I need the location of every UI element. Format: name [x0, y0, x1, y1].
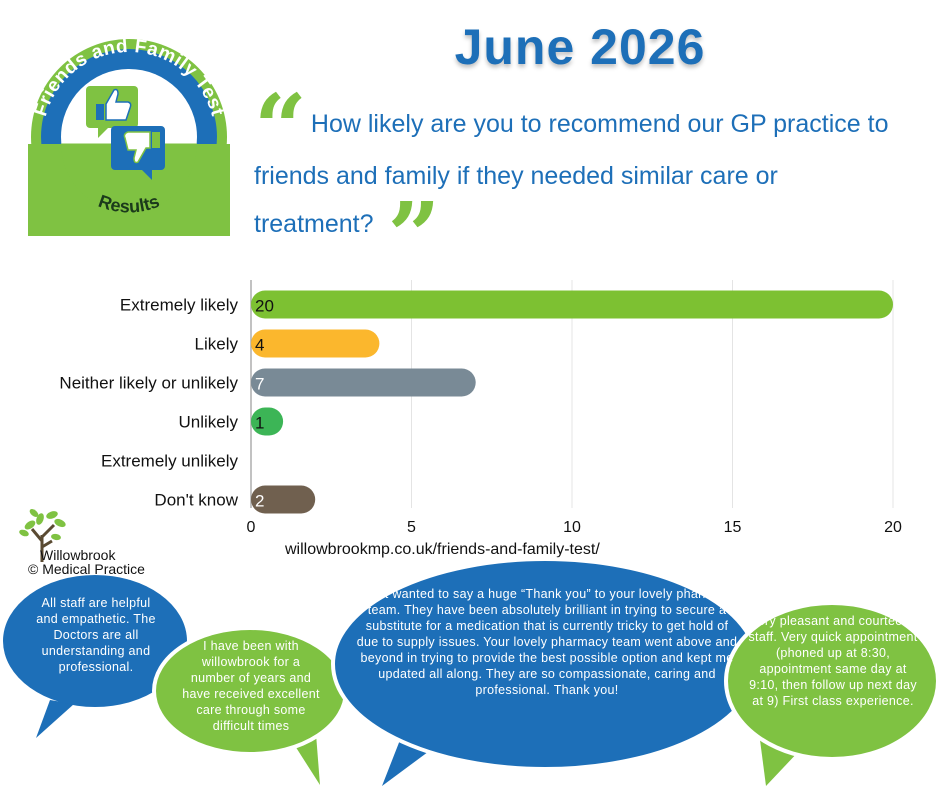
category-label: Extremely unlikely: [101, 452, 238, 471]
category-label: Neither likely or unlikely: [59, 374, 238, 393]
bar: [251, 329, 380, 358]
bar-value-label: 7: [255, 375, 264, 394]
x-tick-label: 0: [247, 519, 256, 535]
bar: [251, 368, 476, 397]
thumbs-up-icon: [86, 86, 138, 138]
x-tick-label: 20: [884, 519, 902, 535]
comment-1-text: All staff are helpful and empathetic. Th…: [36, 596, 156, 674]
fft-badge-logo: Friends and Family Test Results: [28, 36, 230, 236]
website-url[interactable]: willowbrookmp.co.uk/friends-and-family-t…: [285, 541, 600, 558]
category-label: Don't know: [154, 491, 238, 510]
bar: [251, 290, 893, 319]
x-tick-label: 10: [563, 519, 581, 535]
comment-2-text: I have been with willowbrook for a numbe…: [182, 639, 320, 733]
survey-question-text: How likely are you to recommend our GP p…: [254, 110, 889, 238]
practice-name-line1: Willowbrook: [40, 547, 116, 563]
bar-value-label: 2: [255, 492, 264, 511]
bar: [251, 485, 316, 514]
results-bar-chart: 0 5 10 15 20 Extremely likely 20 Likely 4 Neither…: [59, 280, 902, 535]
survey-question: “How likely are you to recommend our GP …: [254, 82, 904, 282]
practice-name-line2: Medical Practice: [42, 561, 145, 577]
copyright-symbol: ©: [28, 561, 39, 577]
comment-bubble-1: [3, 575, 187, 738]
bar-value-label: 20: [255, 297, 274, 316]
thumbs-down-icon: [111, 126, 165, 180]
category-label: Extremely likely: [120, 296, 239, 315]
bar-value-label: 1: [255, 414, 264, 433]
x-tick-label: 15: [724, 519, 742, 535]
practice-name: Willowbrook © Medical Practice: [28, 548, 145, 576]
page-title: June 2026: [454, 19, 706, 75]
bar: [251, 407, 284, 436]
category-label: Unlikely: [178, 413, 238, 432]
comment-3-text: I just wanted to say a huge “Thank you” …: [356, 587, 738, 697]
category-label: Likely: [195, 335, 239, 354]
comment-bubble-4: [724, 601, 940, 786]
tree-logo-icon: [19, 509, 66, 562]
x-tick-label: 5: [407, 519, 416, 535]
bar-value-label: 4: [255, 336, 264, 355]
comment-4-text: Very pleasant and courteous staff. Very …: [748, 614, 918, 708]
